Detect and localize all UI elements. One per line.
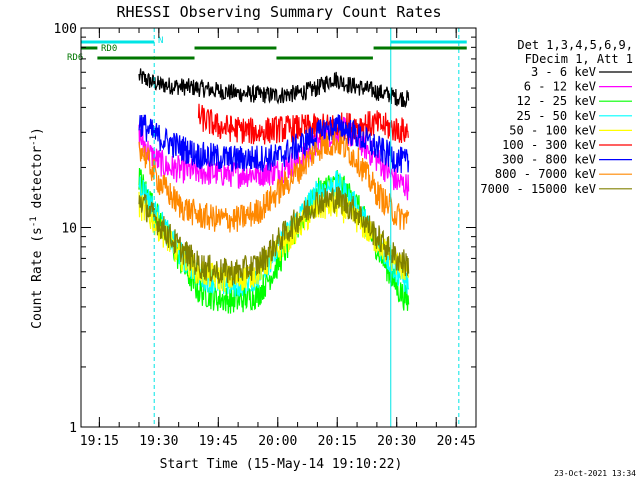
legend-entry-label: 50 - 100 keV bbox=[509, 123, 596, 137]
legend-entry-label: 12 - 25 keV bbox=[517, 94, 596, 108]
series-line-0 bbox=[138, 68, 410, 109]
x-tick-label: 19:45 bbox=[199, 434, 238, 449]
y-axis-label: Count Rate (s-1 detector-1) bbox=[29, 127, 45, 329]
y-tick-label: 10 bbox=[61, 222, 77, 237]
x-tick-label: 19:15 bbox=[80, 434, 119, 449]
legend-entry-label: 800 - 7000 keV bbox=[495, 167, 596, 181]
legend-entry-label: 300 - 800 keV bbox=[502, 153, 596, 167]
legend-entry-label: 6 - 12 keV bbox=[524, 80, 596, 94]
legend-entry-label: 7000 - 15000 keV bbox=[480, 182, 596, 196]
legend: Det 1,3,4,5,6,9,FDecim 1, Att 13 - 6 keV… bbox=[480, 38, 633, 196]
flag-label: N bbox=[158, 36, 163, 46]
flag-label: RD0 bbox=[101, 44, 117, 54]
y-axis-label-part: -1 bbox=[29, 216, 39, 227]
legend-header: FDecim 1, Att 1 bbox=[525, 52, 633, 66]
chart-title: RHESSI Observing Summary Count Rates bbox=[116, 3, 441, 21]
y-tick-label: 1 bbox=[69, 421, 77, 436]
flag-label: RD6 bbox=[67, 53, 83, 63]
y-axis-label-part: -1 bbox=[29, 135, 39, 146]
series-line-8 bbox=[138, 186, 410, 286]
y-axis-label-part: Count Rate (s bbox=[30, 227, 45, 329]
x-tick-label: 20:15 bbox=[318, 434, 357, 449]
legend-header: Det 1,3,4,5,6,9, bbox=[517, 38, 633, 52]
y-axis-label-part: detector bbox=[30, 146, 45, 217]
y-tick-label: 100 bbox=[54, 22, 77, 37]
x-tick-label: 19:30 bbox=[139, 434, 178, 449]
x-tick-label: 20:45 bbox=[437, 434, 476, 449]
x-axis-label: Start Time (15-May-14 19:10:22) bbox=[160, 457, 403, 472]
legend-entry-label: 100 - 300 keV bbox=[502, 138, 596, 152]
series-group bbox=[138, 68, 410, 314]
legend-entry-label: 3 - 6 keV bbox=[531, 65, 596, 79]
x-tick-label: 20:00 bbox=[258, 434, 297, 449]
series-line-6 bbox=[138, 114, 410, 174]
plot-area: N RD0 RD6 1 10 100 19:15 19:30 19:45 20:00 20:15 20… bbox=[54, 22, 477, 449]
series-line-7 bbox=[138, 130, 410, 233]
x-tick-label: 20:30 bbox=[377, 434, 416, 449]
legend-entry-label: 25 - 50 keV bbox=[517, 109, 596, 123]
timestamp-label: 23-Oct-2021 13:34 bbox=[554, 469, 636, 478]
y-axis-label-part: ) bbox=[30, 127, 45, 135]
series-line-5 bbox=[197, 103, 409, 145]
